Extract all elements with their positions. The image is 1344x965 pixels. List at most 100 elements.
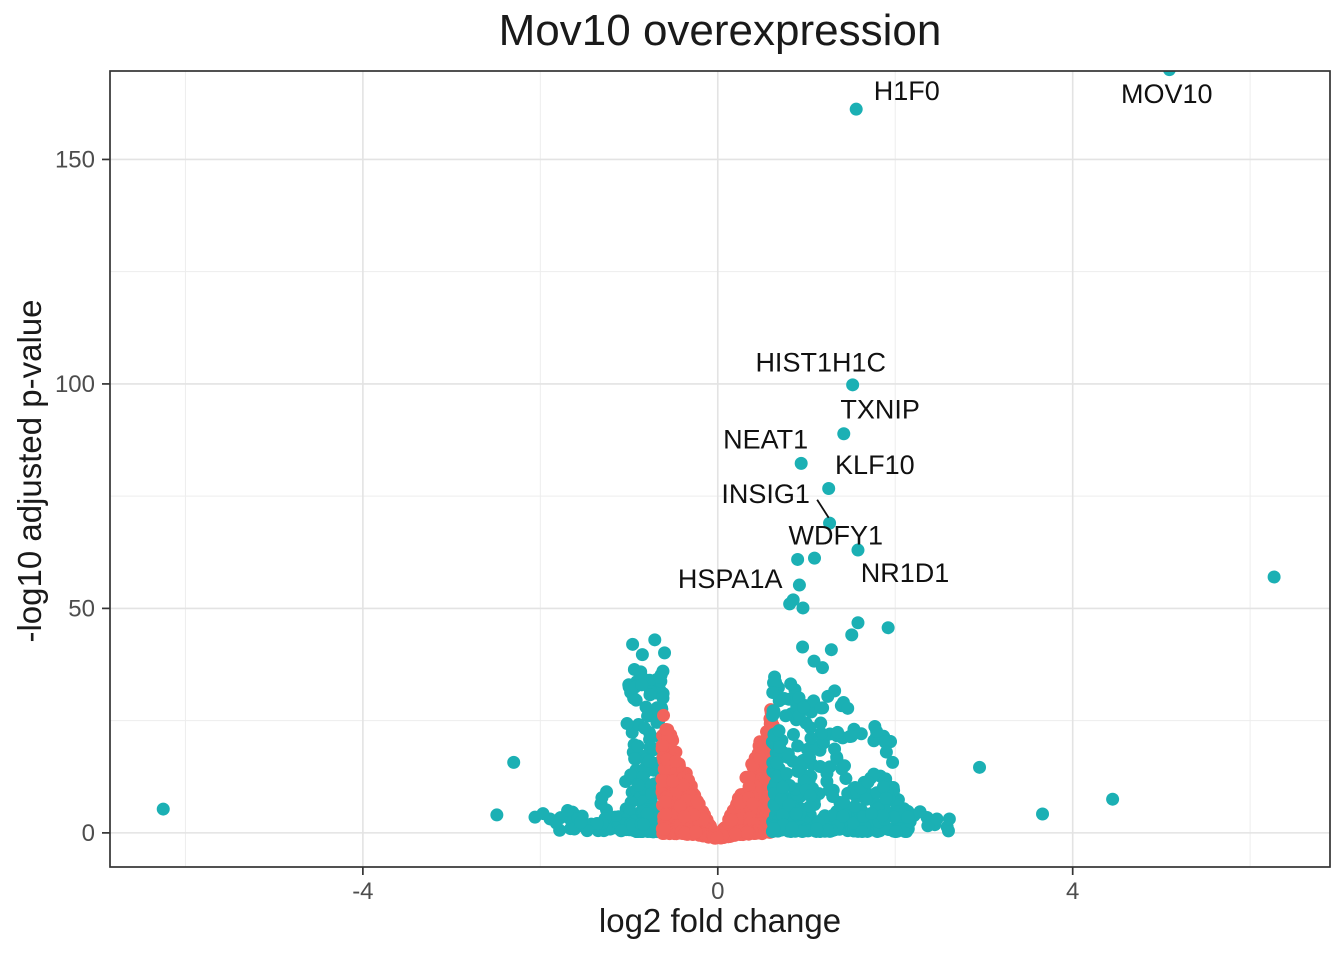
data-point bbox=[779, 709, 793, 723]
data-point bbox=[942, 812, 956, 826]
data-point bbox=[803, 750, 817, 764]
plot-title: Mov10 overexpression bbox=[498, 6, 942, 55]
data-point bbox=[637, 817, 651, 831]
data-point bbox=[676, 778, 690, 792]
gene-label-TXNIP: TXNIP bbox=[840, 395, 920, 425]
data-point bbox=[781, 747, 795, 761]
data-point bbox=[614, 824, 628, 838]
data-point bbox=[876, 809, 890, 823]
gene-label-WDFY1: WDFY1 bbox=[789, 521, 884, 551]
data-point bbox=[677, 810, 691, 824]
gene-labels: H1F0 MOV10 HIST1H1C TXNIP NEAT1 KLF10 INSIG1 WD… bbox=[678, 76, 1213, 594]
leader-line-INSIG1 bbox=[816, 499, 830, 519]
data-point bbox=[645, 778, 659, 792]
data-point bbox=[536, 807, 550, 821]
data-point bbox=[846, 816, 860, 830]
data-point bbox=[782, 798, 796, 812]
data-point bbox=[821, 689, 835, 703]
gene-point-HSPA1A bbox=[791, 552, 805, 566]
data-point bbox=[796, 640, 810, 654]
data-point bbox=[859, 792, 873, 806]
data-point bbox=[785, 821, 799, 835]
data-point bbox=[746, 797, 760, 811]
data-point bbox=[784, 677, 798, 691]
data-point bbox=[814, 716, 828, 730]
data-point bbox=[657, 708, 671, 722]
gene-point-NEAT1 bbox=[794, 456, 808, 470]
data-point bbox=[828, 742, 842, 756]
data-point bbox=[815, 661, 829, 675]
data-point bbox=[608, 810, 622, 824]
y-tick-label: 50 bbox=[68, 595, 95, 622]
data-point bbox=[844, 729, 858, 743]
data-point bbox=[797, 700, 811, 714]
panel-border bbox=[109, 70, 1331, 868]
data-point bbox=[658, 646, 672, 660]
data-point bbox=[783, 597, 797, 611]
data-point bbox=[780, 767, 794, 781]
gene-point-HIST1H1C bbox=[846, 378, 860, 392]
data-point bbox=[930, 812, 944, 826]
axis-tick-labels: -4 0 4 0 50 100 150 bbox=[55, 146, 1079, 905]
grid-major bbox=[110, 71, 1330, 867]
data-point bbox=[653, 671, 667, 685]
data-point bbox=[772, 724, 786, 738]
data-point bbox=[810, 822, 824, 836]
data-point bbox=[767, 822, 781, 836]
data-point bbox=[776, 808, 790, 822]
data-point bbox=[803, 799, 817, 813]
data-point bbox=[876, 780, 890, 794]
data-point bbox=[826, 789, 840, 803]
data-point bbox=[669, 754, 683, 768]
axis-tick-marks bbox=[102, 158, 1074, 875]
data-point bbox=[786, 727, 800, 741]
data-point bbox=[1036, 807, 1050, 821]
data-point bbox=[620, 717, 634, 731]
data-point bbox=[821, 823, 835, 837]
data-point bbox=[773, 740, 787, 754]
data-point bbox=[740, 825, 754, 839]
data-point bbox=[886, 755, 900, 769]
data-point bbox=[640, 807, 654, 821]
data-point bbox=[881, 621, 895, 635]
data-point bbox=[631, 739, 645, 753]
label-leader-lines bbox=[816, 499, 830, 519]
y-axis-title: -log10 adjusted p-value bbox=[11, 299, 48, 643]
data-point bbox=[643, 733, 657, 747]
gene-point-WDFY1 bbox=[851, 543, 865, 557]
data-point bbox=[831, 725, 845, 739]
data-point bbox=[490, 808, 504, 822]
data-point bbox=[574, 816, 588, 830]
data-point bbox=[728, 827, 742, 841]
data-point bbox=[629, 693, 643, 707]
gene-point-INSIG1 bbox=[823, 516, 837, 530]
data-point bbox=[861, 775, 875, 789]
grid-minor bbox=[110, 71, 1330, 867]
data-point bbox=[792, 691, 806, 705]
data-point bbox=[657, 822, 671, 836]
gene-point-NR1D1 bbox=[807, 551, 821, 565]
data-point bbox=[642, 754, 656, 768]
gene-point-H1F0 bbox=[849, 102, 863, 116]
data-point bbox=[814, 726, 828, 740]
data-point bbox=[770, 756, 784, 770]
data-point bbox=[689, 825, 703, 839]
data-point bbox=[659, 807, 673, 821]
data-point bbox=[792, 578, 806, 592]
data-point bbox=[804, 731, 818, 745]
data-point bbox=[156, 802, 170, 816]
data-point bbox=[848, 799, 862, 813]
gene-label-NEAT1: NEAT1 bbox=[723, 425, 808, 455]
data-point bbox=[1267, 570, 1281, 584]
data-point bbox=[656, 774, 670, 788]
gene-point-MOV10 bbox=[1163, 71, 1176, 77]
data-point bbox=[561, 804, 575, 818]
x-tick-label: -4 bbox=[352, 878, 373, 905]
data-point bbox=[879, 745, 893, 759]
x-tick-label: 4 bbox=[1066, 878, 1079, 905]
data-point bbox=[913, 805, 927, 819]
data-point bbox=[836, 809, 850, 823]
data-point bbox=[901, 810, 915, 824]
x-axis-title: log2 fold change bbox=[598, 902, 842, 939]
